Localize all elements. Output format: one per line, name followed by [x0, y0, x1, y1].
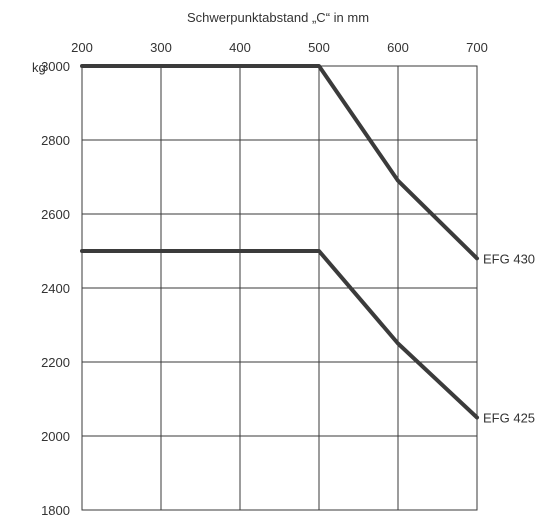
- y-tick-label: 2000: [41, 429, 70, 444]
- x-tick-label: 300: [150, 40, 172, 55]
- y-tick-label: 1800: [41, 503, 70, 518]
- series-line: [80, 64, 479, 261]
- x-tick-label: 500: [308, 40, 330, 55]
- x-tick-label: 400: [229, 40, 251, 55]
- series-line: [80, 249, 479, 420]
- series-label: EFG 430: [483, 251, 535, 266]
- y-tick-label: 2800: [41, 133, 70, 148]
- x-tick-labels: 200 300 400 500 600 700: [71, 40, 488, 55]
- y-tick-label: 3000: [41, 59, 70, 74]
- series-labels: EFG 430 EFG 425: [483, 251, 535, 425]
- series-lines: [80, 64, 479, 420]
- y-unit-label: kg: [32, 60, 46, 75]
- series-label: EFG 425: [483, 411, 535, 426]
- grid: [81, 65, 478, 511]
- x-tick-label: 200: [71, 40, 93, 55]
- y-tick-label: 2200: [41, 355, 70, 370]
- y-tick-label: 2600: [41, 207, 70, 222]
- x-tick-label: 700: [466, 40, 488, 55]
- y-tick-label: 2400: [41, 281, 70, 296]
- x-tick-label: 600: [387, 40, 409, 55]
- y-tick-labels: 3000 2800 2600 2400 2200 2000 1800: [41, 59, 70, 518]
- chart-title: Schwerpunktabstand „C“ in mm: [187, 10, 369, 25]
